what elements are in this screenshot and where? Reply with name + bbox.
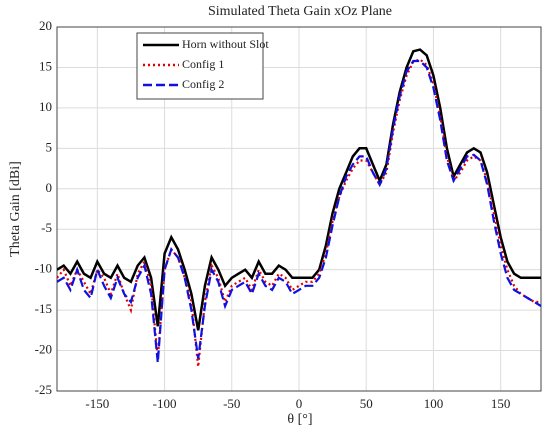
y-tick-label: 20 xyxy=(39,18,52,33)
x-tick-label: 100 xyxy=(424,396,444,411)
chart-title: Simulated Theta Gain xOz Plane xyxy=(208,4,392,19)
x-tick-label: -50 xyxy=(223,396,240,411)
y-tick-label: 15 xyxy=(39,58,52,73)
series-line xyxy=(57,59,541,363)
x-axis-label: θ [°] xyxy=(287,412,312,427)
x-tick-label: 50 xyxy=(360,396,373,411)
legend-label: Config 2 xyxy=(182,77,224,91)
x-tick-label: -150 xyxy=(85,396,109,411)
y-tick-label: 0 xyxy=(46,180,53,195)
y-tick-label: 5 xyxy=(46,139,53,154)
y-tick-label: -15 xyxy=(35,301,52,316)
y-tick-label: -10 xyxy=(35,261,52,276)
y-tick-label: 10 xyxy=(39,99,52,114)
y-tick-label: -25 xyxy=(35,382,52,397)
y-axis-label: Theta Gain [dBi] xyxy=(8,161,23,257)
legend-label: Config 1 xyxy=(182,57,224,71)
x-tick-label: -100 xyxy=(153,396,177,411)
legend-label: Horn without Slot xyxy=(182,37,269,51)
y-tick-label: -20 xyxy=(35,342,52,357)
x-tick-label: 150 xyxy=(491,396,511,411)
plot-frame xyxy=(56,26,542,392)
series-line xyxy=(57,48,541,331)
x-tick-label: 0 xyxy=(296,396,303,411)
y-tick-label: -5 xyxy=(41,220,52,235)
